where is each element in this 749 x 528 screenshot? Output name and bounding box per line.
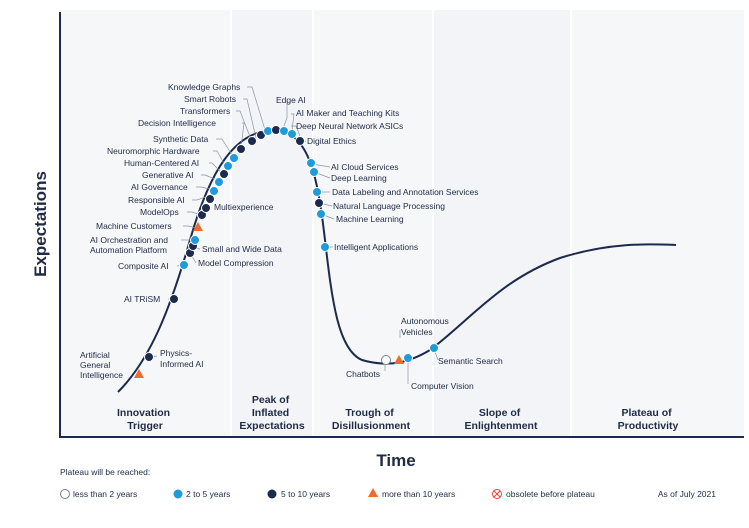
as-of-date: As of July 2021: [658, 489, 716, 499]
label-ai-trism: AI TRiSM: [124, 294, 160, 304]
label-autonomous-vehicles: Autonomous Vehicles: [401, 316, 451, 337]
marker-semantic-search: [429, 343, 439, 353]
label-ai-orchestration: AI Orchestration and Automation Platform: [90, 235, 170, 255]
phase-labels: Innovation Trigger Peak of Inflated Expe…: [117, 394, 679, 432]
label-transformers: Transformers: [180, 106, 230, 116]
marker-chatbots: [381, 355, 391, 365]
phase-peak-of-inflated-expectations: Peak of Inflated Expectations: [239, 394, 305, 432]
legend: Plateau will be reached: less than 2 yea…: [60, 467, 716, 499]
markers: [134, 125, 439, 378]
label-ai-governance: AI Governance: [131, 182, 188, 192]
label-neuromorphic-hardware: Neuromorphic Hardware: [107, 146, 200, 156]
label-physics-informed-ai: Physics- Informed AI: [160, 348, 203, 369]
label-knowledge-graphs: Knowledge Graphs: [168, 82, 240, 92]
label-digital-ethics: Digital Ethics: [307, 136, 356, 146]
label-modelops: ModelOps: [140, 207, 179, 217]
phase-slope-of-enlightenment: Slope of Enlightenment: [465, 407, 538, 432]
marker-intelligent-applications: [320, 242, 330, 252]
phase-innovation-trigger: Innovation Trigger: [117, 407, 173, 432]
legend-obsolete: obsolete before plateau: [506, 489, 595, 499]
marker-autonomous-vehicles: [394, 355, 404, 364]
label-ai-maker: AI Maker and Teaching Kits: [296, 108, 399, 118]
label-intelligent-applications: Intelligent Applications: [334, 242, 418, 252]
phase-plateau-of-productivity: Plateau of Productivity: [618, 407, 679, 432]
marker-ai-governance: [209, 186, 219, 196]
label-generative-ai: Generative AI: [142, 170, 194, 180]
legend-obsolete-icon: [492, 489, 502, 499]
label-synthetic-data: Synthetic Data: [153, 134, 209, 144]
phase-band-slope: [434, 10, 570, 438]
marker-transformers: [247, 136, 257, 146]
legend-more-than-10: more than 10 years: [382, 489, 455, 499]
marker-multiexperience: [201, 203, 211, 213]
marker-machine-customers: [193, 222, 203, 231]
technology-labels: Artificial General Intelligence Physics-…: [80, 82, 503, 391]
marker-ai-orchestration: [190, 235, 200, 245]
phase-band-innovation: [60, 10, 230, 438]
label-computer-vision: Computer Vision: [411, 381, 474, 391]
label-deep-neural-network-asics: Deep Neural Network ASICs: [296, 121, 403, 131]
legend-5-to-10: 5 to 10 years: [281, 489, 330, 499]
marker-synthetic-data: [229, 153, 239, 163]
label-semantic-search: Semantic Search: [438, 356, 503, 366]
label-small-and-wide-data: Small and Wide Data: [202, 244, 282, 254]
legend-2-to-5-icon: [173, 489, 183, 499]
marker-composite-ai: [179, 260, 189, 270]
marker-artificial-general-intelligence: [134, 369, 144, 378]
label-model-compression: Model Compression: [198, 258, 274, 268]
label-deep-learning: Deep Learning: [331, 173, 387, 183]
label-chatbots: Chatbots: [346, 369, 380, 379]
marker-ai-cloud-services: [306, 158, 316, 168]
marker-human-centered-ai: [219, 169, 229, 179]
marker-data-labeling: [312, 187, 322, 197]
marker-neuromorphic-hardware: [223, 161, 233, 171]
label-ai-cloud-services: AI Cloud Services: [331, 162, 399, 172]
y-axis-title: Expectations: [31, 171, 50, 277]
legend-less-than-2: less than 2 years: [73, 489, 137, 499]
label-decision-intelligence: Decision Intelligence: [138, 118, 216, 128]
marker-ai-trism: [169, 294, 179, 304]
label-edge-ai: Edge AI: [276, 95, 306, 105]
marker-deep-neural-network-asics: [287, 129, 297, 139]
x-axis-title: Time: [376, 451, 415, 470]
legend-less-than-2-icon: [60, 489, 70, 499]
legend-5-to-10-icon: [267, 489, 277, 499]
marker-generative-ai: [214, 177, 224, 187]
legend-2-to-5: 2 to 5 years: [186, 489, 230, 499]
label-artificial-general-intelligence: Artificial General Intelligence: [80, 350, 123, 380]
label-machine-learning: Machine Learning: [336, 214, 404, 224]
marker-natural-language-processing: [314, 198, 324, 208]
phase-band-plateau: [572, 10, 744, 438]
legend-title: Plateau will be reached:: [60, 467, 150, 477]
marker-physics-informed-ai: [144, 352, 154, 362]
legend-more-than-10-icon: [368, 488, 378, 497]
phase-trough-of-disillusionment: Trough of Disillusionment: [332, 407, 411, 432]
marker-computer-vision: [403, 353, 413, 363]
label-responsible-ai: Responsible AI: [128, 195, 185, 205]
marker-machine-learning: [316, 209, 326, 219]
label-composite-ai: Composite AI: [118, 261, 169, 271]
label-data-labeling: Data Labeling and Annotation Services: [332, 187, 479, 197]
phase-band-trough: [314, 10, 432, 438]
label-smart-robots: Smart Robots: [184, 94, 236, 104]
label-human-centered-ai: Human-Centered AI: [124, 158, 199, 168]
marker-decision-intelligence: [236, 144, 246, 154]
label-natural-language-processing: Natural Language Processing: [333, 201, 445, 211]
marker-responsible-ai: [205, 194, 215, 204]
phase-band-peak: [232, 10, 312, 438]
marker-deep-learning: [309, 167, 319, 177]
label-multiexperience: Multiexperience: [214, 202, 274, 212]
label-machine-customers: Machine Customers: [96, 221, 172, 231]
marker-digital-ethics: [295, 136, 305, 146]
